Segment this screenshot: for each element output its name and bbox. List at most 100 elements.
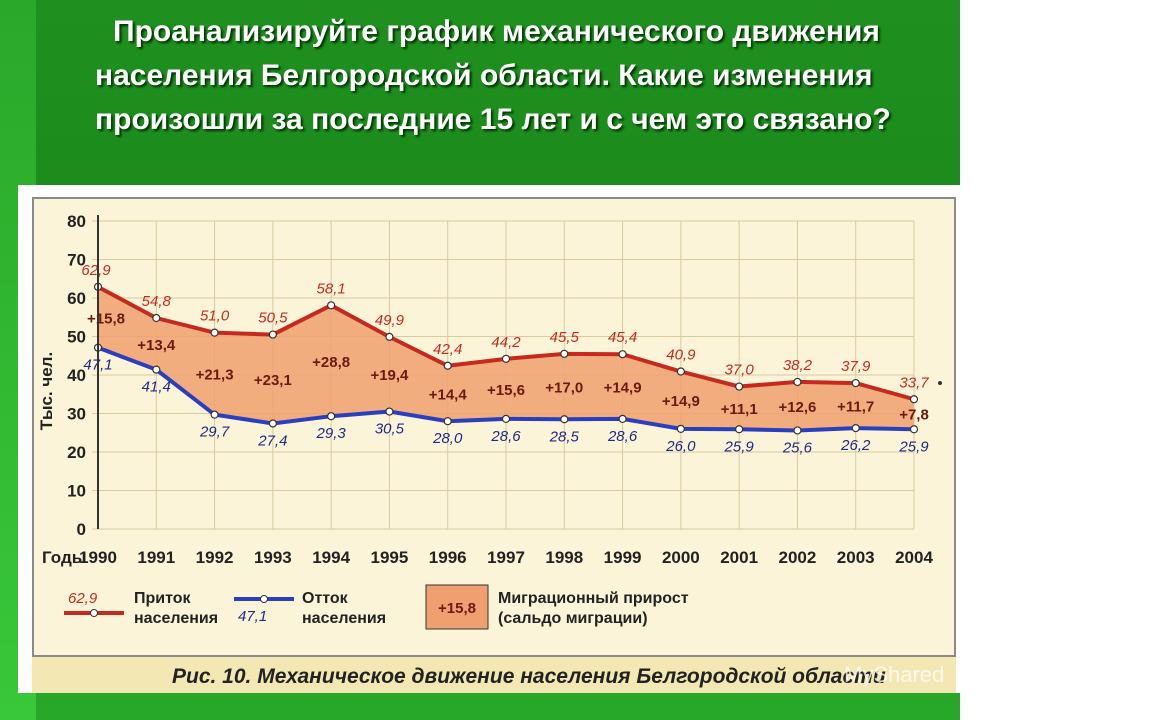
net-migration-label: +14,9 bbox=[662, 393, 700, 410]
inflow-point bbox=[501, 354, 511, 363]
inflow-value-label: 33,7 bbox=[899, 374, 929, 391]
inflow-point bbox=[210, 328, 219, 337]
outflow-value-label: 25,9 bbox=[724, 438, 755, 455]
legend-inflow-point bbox=[90, 609, 98, 617]
legend-outflow-point bbox=[260, 595, 268, 603]
legend-inflow-label-1: Приток bbox=[134, 590, 192, 607]
outflow-point bbox=[851, 424, 860, 433]
inflow-point bbox=[385, 332, 394, 341]
outflow-value-label: 30,5 bbox=[375, 421, 405, 438]
outflow-value-label: 29,7 bbox=[199, 424, 230, 441]
net-migration-label: +14,4 bbox=[429, 386, 468, 403]
x-tick-label: 1997 bbox=[487, 548, 525, 567]
inflow-point bbox=[560, 349, 569, 358]
y-tick-label: 40 bbox=[67, 366, 86, 385]
y-tick-label: 30 bbox=[67, 405, 86, 424]
net-migration-label: +28,8 bbox=[312, 354, 350, 371]
y-tick-label: 10 bbox=[67, 482, 86, 501]
net-migration-label: +15,6 bbox=[487, 382, 525, 399]
inflow-point bbox=[735, 382, 744, 391]
y-tick-label: 20 bbox=[67, 443, 86, 462]
net-migration-label: +17,0 bbox=[545, 380, 583, 397]
inflow-value-label: 62,9 bbox=[81, 262, 111, 279]
line-layer bbox=[93, 282, 919, 435]
legend-inflow-label-2: населения bbox=[134, 610, 218, 627]
outflow-value-label: 25,6 bbox=[782, 439, 813, 456]
x-tick-label: 2003 bbox=[837, 548, 875, 567]
figure-caption-bar: Рис. 10. Механическое движение населения… bbox=[32, 657, 956, 693]
outflow-value-label: 28,6 bbox=[607, 428, 638, 445]
net-migration-label: +21,3 bbox=[196, 367, 234, 384]
inflow-point bbox=[851, 378, 860, 388]
outflow-point bbox=[501, 414, 511, 423]
outflow-point bbox=[793, 426, 802, 435]
inflow-value-label: 58,1 bbox=[317, 280, 346, 297]
area-layer bbox=[98, 286, 914, 431]
chart-svg: 62,9 54,8 51,0 50,5 58,1 49,9 42,4 44,2 45,5 45,4… bbox=[37, 212, 933, 630]
inflow-point bbox=[618, 350, 627, 359]
outflow-point bbox=[385, 407, 394, 416]
legend-area-label-1: Миграционный прирост bbox=[498, 590, 689, 607]
outflow-value-label: 28,0 bbox=[432, 430, 463, 447]
outflow-value-label: 26,0 bbox=[665, 438, 696, 455]
slide-title: Проанализируйте график механического дви… bbox=[95, 15, 891, 136]
inflow-point bbox=[793, 377, 802, 387]
legend-outflow-value: 47,1 bbox=[238, 608, 267, 625]
stray-dot bbox=[938, 381, 942, 385]
inflow-value-label: 37,0 bbox=[725, 362, 755, 379]
outflow-point bbox=[735, 425, 744, 434]
outflow-point bbox=[909, 425, 919, 434]
outflow-value-label: 28,6 bbox=[490, 428, 521, 445]
inflow-point bbox=[676, 367, 685, 376]
net-migration-label: +23,1 bbox=[254, 372, 292, 389]
inflow-value-label: 54,8 bbox=[142, 293, 172, 310]
legend-layer: 62,9 Приток населения 47,1 Отток населения +15… bbox=[64, 584, 689, 630]
x-tick-label: 2004 bbox=[895, 548, 933, 567]
legend-outflow-label-2: населения bbox=[302, 610, 386, 627]
figure-caption: Рис. 10. Механическое движение населения… bbox=[172, 665, 886, 688]
chart-card: 62,9 54,8 51,0 50,5 58,1 49,9 42,4 44,2 45,5 45,4… bbox=[18, 185, 960, 693]
outflow-value-label: 41,4 bbox=[142, 379, 171, 396]
net-migration-label: +13,4 bbox=[137, 337, 176, 354]
outflow-value-label: 29,3 bbox=[316, 425, 347, 442]
y-tick-label: 50 bbox=[67, 328, 86, 347]
net-migration-label: +12,6 bbox=[778, 399, 816, 416]
outflow-point bbox=[618, 414, 627, 423]
net-migration-area bbox=[98, 286, 914, 431]
outflow-value-label: 28,5 bbox=[549, 428, 580, 445]
net-migration-label: +19,4 bbox=[370, 367, 409, 384]
legend-area-label-2: (сальдо миграции) bbox=[498, 610, 648, 627]
outflow-value-label: 26,2 bbox=[840, 437, 871, 454]
outflow-point bbox=[268, 419, 277, 428]
inflow-value-label: 49,9 bbox=[375, 312, 405, 329]
outflow-point bbox=[152, 365, 161, 374]
x-tick-label: 1999 bbox=[604, 548, 642, 567]
outflow-value-label: 25,9 bbox=[898, 438, 929, 455]
outflow-point bbox=[676, 424, 685, 433]
x-tick-label: 2002 bbox=[779, 548, 817, 567]
net-migration-label: +7,8 bbox=[899, 406, 929, 423]
x-tick-label: 1991 bbox=[137, 548, 175, 567]
inflow-point bbox=[327, 301, 336, 310]
outflow-point bbox=[210, 410, 219, 419]
inflow-point bbox=[909, 395, 919, 404]
outflow-point bbox=[560, 415, 569, 424]
x-tick-label: 1995 bbox=[371, 548, 409, 567]
net-migration-label: +11,7 bbox=[837, 399, 874, 416]
inflow-value-label: 38,2 bbox=[783, 357, 813, 374]
x-tick-label: 1994 bbox=[312, 548, 350, 567]
outflow-value-label: 27,4 bbox=[257, 433, 287, 450]
net-migration-label: +11,1 bbox=[721, 401, 758, 418]
legend-inflow-value: 62,9 bbox=[68, 590, 98, 607]
inflow-value-label: 45,4 bbox=[608, 329, 637, 346]
axis-layer: 0 10 20 30 40 50 60 70 80 1990 1991 1992 1993 1994 199… bbox=[37, 212, 933, 567]
legend-area-swatch bbox=[425, 584, 489, 630]
net-migration-label: +14,9 bbox=[604, 380, 642, 397]
x-axis-label: Годы bbox=[42, 548, 86, 567]
inflow-point bbox=[152, 313, 161, 323]
inflow-value-label: 50,5 bbox=[258, 310, 288, 327]
x-tick-label: 1990 bbox=[79, 548, 117, 567]
x-tick-label: 2001 bbox=[720, 548, 758, 567]
x-tick-label: 1996 bbox=[429, 548, 467, 567]
inflow-value-label: 37,9 bbox=[841, 358, 871, 375]
